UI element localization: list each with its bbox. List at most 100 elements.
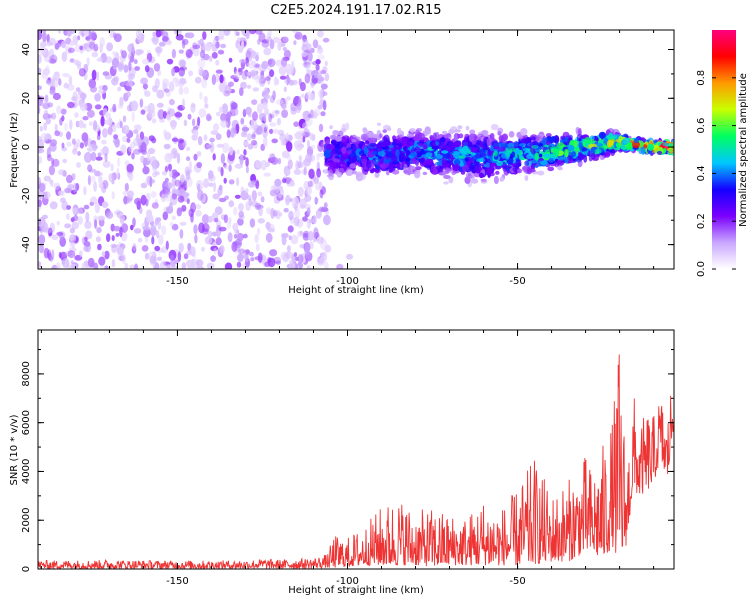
heatmap-cell (77, 120, 84, 126)
heatmap-cell (312, 108, 321, 117)
heatmap-cell (377, 151, 386, 157)
heatmap-cell (215, 133, 222, 141)
heatmap-cell (41, 214, 48, 220)
heatmap-cell (468, 133, 475, 142)
heatmap-cell (573, 140, 578, 147)
heatmap-cell (128, 60, 132, 72)
heatmap-cell (281, 103, 287, 110)
heatmap-cell (237, 37, 242, 43)
heatmap-cell (507, 142, 515, 148)
heatmap-cell (351, 156, 357, 163)
heatmap-cell (58, 169, 66, 176)
heatmap-cell (223, 90, 231, 97)
heatmap-cell (211, 74, 217, 86)
heatmap-cell (204, 43, 212, 52)
heatmap-cell (38, 46, 47, 56)
heatmap-cell (280, 138, 286, 146)
heatmap-cell (245, 30, 250, 40)
heatmap-cell (279, 75, 287, 80)
heatmap-cell (43, 175, 51, 182)
x-tick-label: -100 (336, 576, 359, 587)
heatmap-cell (133, 228, 142, 234)
heatmap-cell (49, 142, 57, 152)
heatmap-cell (125, 85, 132, 92)
heatmap-cell (462, 145, 469, 154)
heatmap-cell (175, 34, 184, 41)
heatmap-cell (61, 40, 67, 49)
heatmap-cell (486, 167, 495, 175)
heatmap-cell (509, 154, 514, 159)
heatmap-cell (113, 225, 121, 232)
heatmap-cell (233, 206, 238, 216)
heatmap-cell (87, 164, 93, 172)
heatmap-cell (297, 186, 304, 197)
heatmap-cell (319, 239, 328, 250)
heatmap-cell (288, 262, 296, 269)
heatmap-cell (215, 209, 222, 214)
heatmap-cell (236, 232, 244, 242)
heatmap-cell (302, 110, 310, 120)
heatmap-cell (632, 141, 640, 149)
heatmap-cell (116, 246, 124, 256)
heatmap-cell (43, 55, 52, 63)
heatmap-cell (252, 111, 258, 121)
heatmap-cell (495, 170, 500, 175)
heatmap-cell (334, 155, 340, 159)
heatmap-cell (271, 138, 279, 144)
heatmap-cell (277, 193, 282, 199)
heatmap-cell (228, 216, 232, 225)
heatmap-cell (220, 166, 224, 177)
heatmap-cell (142, 58, 150, 65)
heatmap-cell (201, 246, 205, 252)
heatmap-cell (158, 41, 166, 47)
heatmap-cell (206, 262, 215, 269)
y-tick-label: 6000 (21, 410, 32, 435)
heatmap-cell (298, 155, 303, 162)
heatmap-cell (283, 49, 291, 59)
heatmap-cell (656, 150, 663, 155)
heatmap-cell (537, 170, 545, 176)
heatmap-cell (197, 40, 201, 47)
heatmap-cell (196, 161, 202, 169)
heatmap-cell (260, 159, 267, 171)
heatmap-cell (174, 179, 181, 187)
heatmap-cell (480, 178, 487, 182)
heatmap-cell (265, 232, 273, 243)
heatmap-cell (395, 149, 400, 158)
heatmap-cell (131, 152, 135, 160)
heatmap-cell (557, 160, 565, 166)
heatmap-cell (169, 264, 177, 269)
heatmap-cell (64, 223, 72, 229)
heatmap-cell (99, 37, 105, 48)
heatmap-cell (194, 234, 198, 244)
y-tick-label: 2000 (21, 507, 32, 532)
heatmap-cell (146, 150, 151, 162)
heatmap-cell (151, 236, 155, 245)
heatmap-cell (263, 136, 268, 148)
heatmap-cell (39, 125, 43, 132)
heatmap-cell (318, 181, 323, 190)
heatmap-cell (113, 134, 119, 140)
heatmap-cell (151, 118, 157, 124)
heatmap-cell (149, 156, 157, 167)
heatmap-cell (192, 46, 200, 57)
heatmap-cell (38, 246, 41, 252)
heatmap-cell (245, 49, 252, 59)
heatmap-cell (81, 30, 89, 34)
heatmap-cell (193, 129, 199, 137)
heatmap-cell (109, 33, 115, 38)
heatmap-cell (98, 175, 103, 184)
heatmap-cell (135, 30, 142, 41)
heatmap-cell (214, 217, 219, 223)
heatmap-cell (306, 139, 310, 149)
heatmap-cell (105, 112, 112, 120)
heatmap-cell (545, 133, 552, 138)
heatmap-cell (369, 142, 377, 147)
heatmap-cell (192, 44, 201, 49)
heatmap-cell (269, 39, 275, 50)
heatmap-cell (405, 157, 411, 162)
heatmap-cell (53, 182, 61, 190)
heatmap-cell (39, 41, 47, 48)
spectrogram-plot-frame (37, 29, 675, 270)
heatmap-cell (469, 163, 475, 170)
